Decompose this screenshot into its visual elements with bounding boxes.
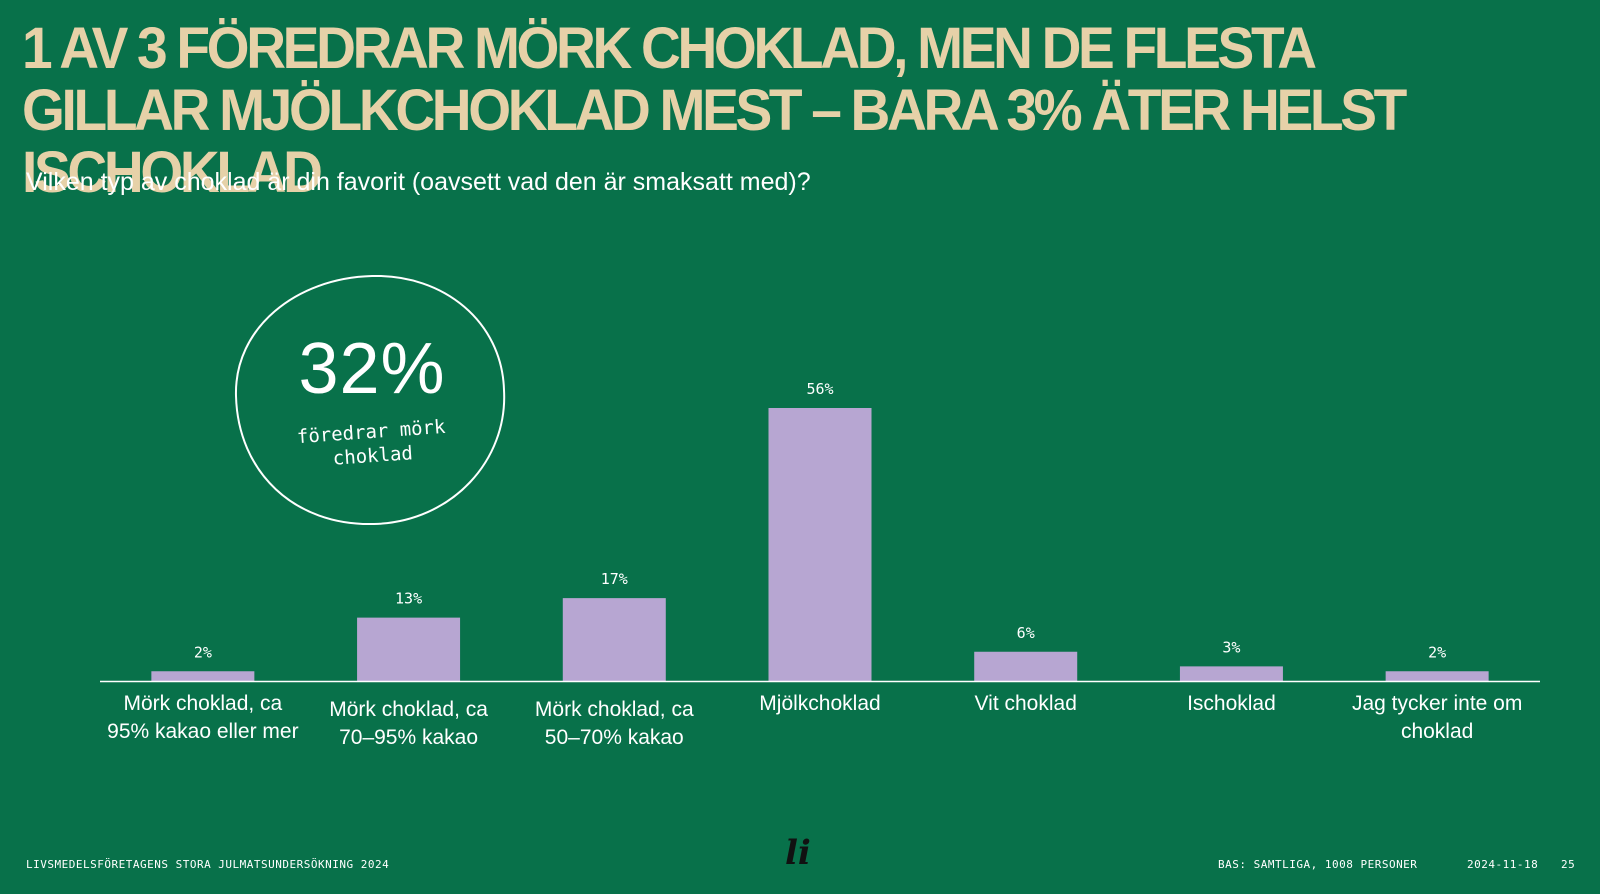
chart-question: Vilken typ av choklad är din favorit (oa… [26,168,811,196]
data-label-6: 3% [1222,638,1240,656]
brand-logo: li [785,833,811,873]
data-label-2: 13% [395,590,422,608]
data-label-7: 2% [1428,643,1446,661]
data-label-1: 2% [194,643,212,661]
bar-6 [1179,666,1283,681]
category-label-3: Mörk choklad, ca 50–70% kakao [535,698,694,749]
bar-7 [1385,671,1489,681]
callout-circle: 32% föredrar mörk choklad [232,272,512,532]
bar-5 [974,651,1078,681]
footer-survey-name: LIVSMEDELSFÖRETAGENS STORA JULMATSUNDERS… [26,858,390,871]
data-label-4: 56% [806,380,833,398]
category-label-5: Vit choklad [975,692,1077,715]
category-label-1: Mörk choklad, ca 95% kakao eller mer [107,692,298,743]
callout-outline [234,274,506,526]
page-number: 25 [1561,858,1576,871]
category-label-6: Ischoklad [1187,692,1276,715]
bar-4 [768,408,872,681]
data-label-3: 17% [601,570,628,588]
bar-3 [562,598,666,681]
footer-base: BAS: SAMTLIGA, 1008 PERSONER [1218,858,1418,871]
data-label-5: 6% [1017,624,1035,642]
page-title: 1 AV 3 FÖREDRAR MÖRK CHOKLAD, MEN DE FLE… [22,16,1407,205]
callout-value: 32% [298,329,446,409]
bar-1 [151,671,255,681]
category-label-2: Mörk choklad, ca 70–95% kakao [329,698,488,749]
category-label-7: Jag tycker inte om choklad [1352,692,1522,743]
footer-date: 2024-11-18 [1467,858,1539,871]
bar-2 [357,617,461,681]
category-label-4: Mjölkchoklad [759,692,880,715]
